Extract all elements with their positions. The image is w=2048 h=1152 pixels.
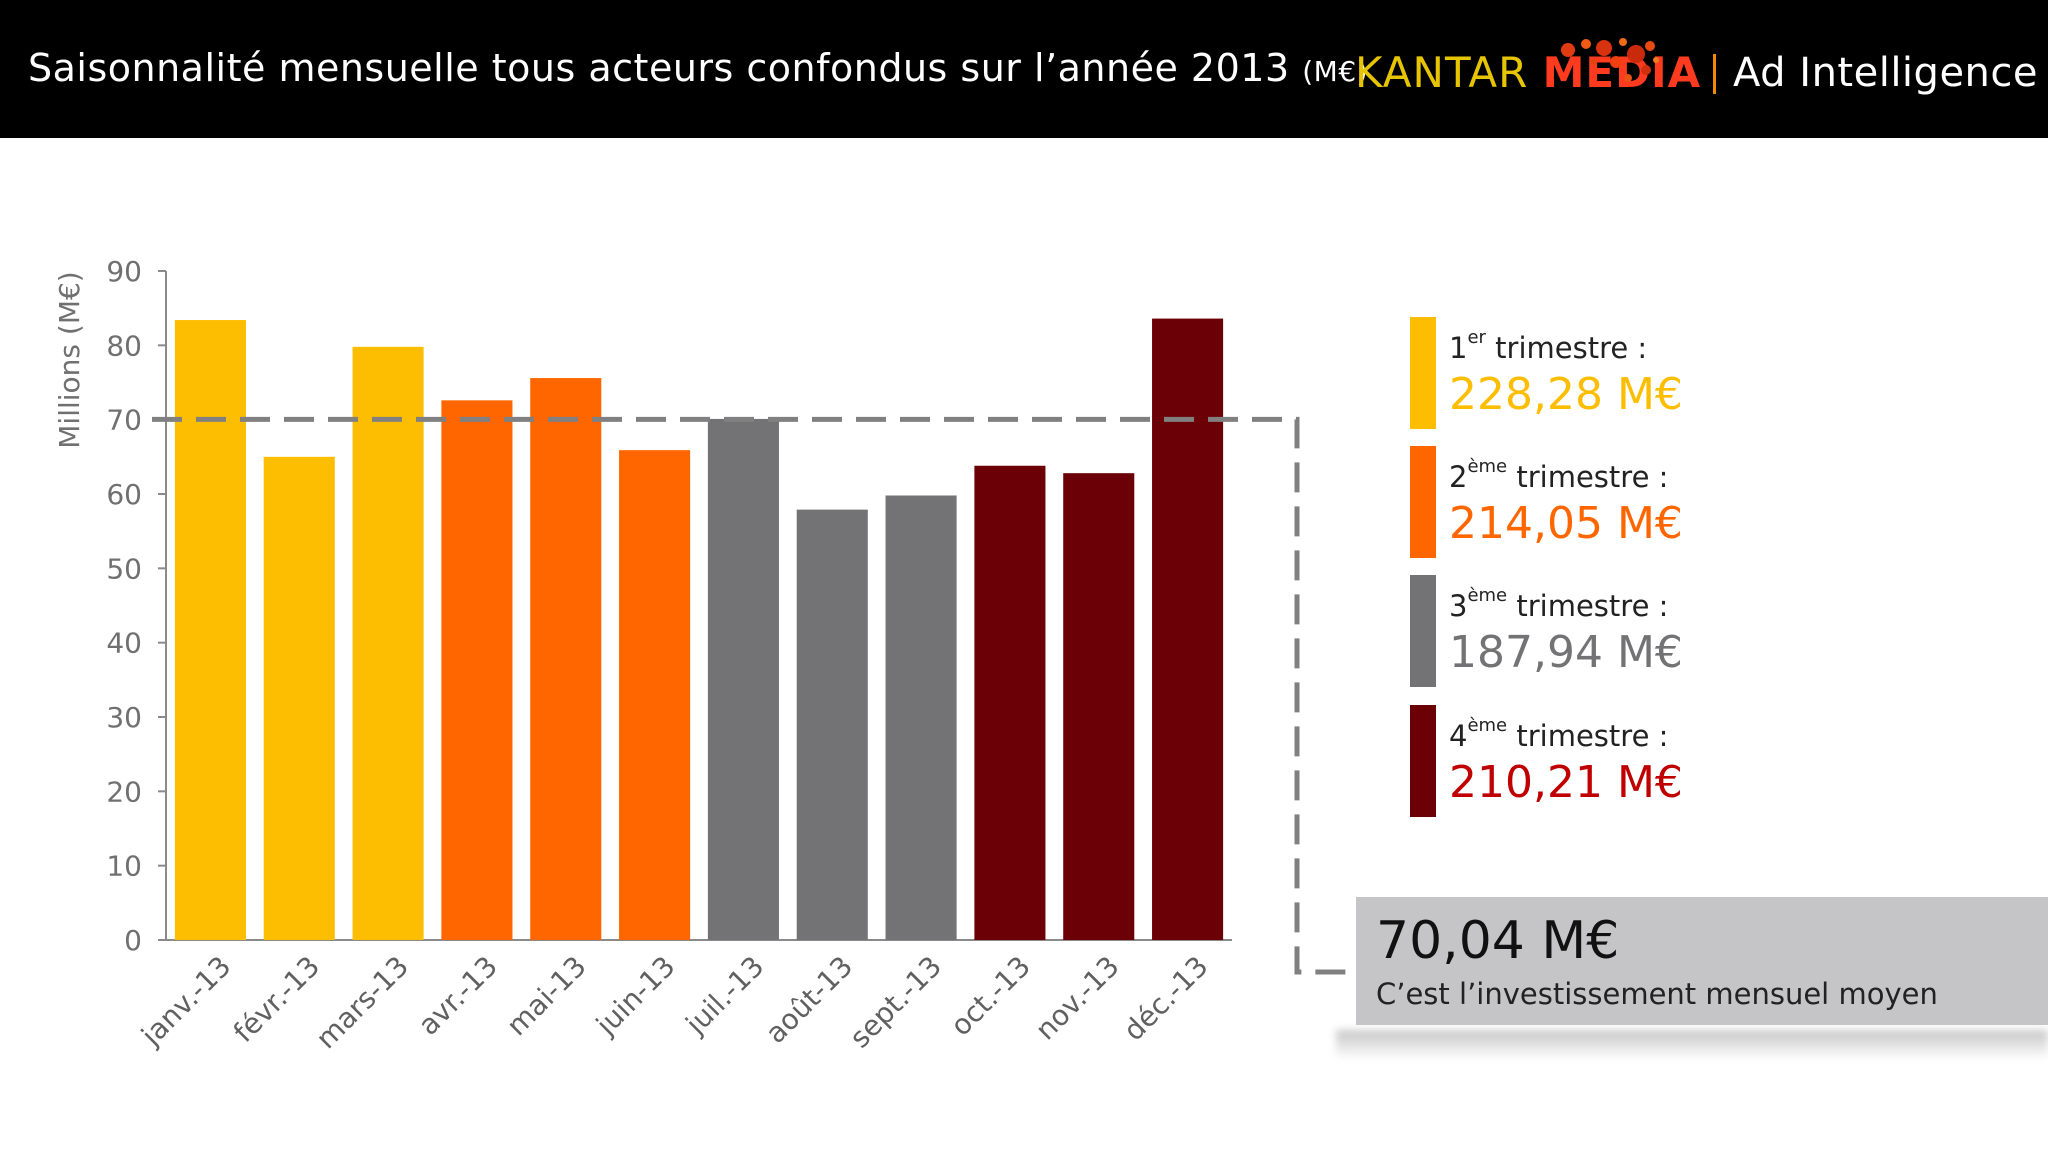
- y-tick-label: 50: [106, 552, 142, 585]
- legend-quarter-suffix: ème: [1467, 585, 1508, 606]
- x-tick-label: juin-13: [589, 950, 681, 1042]
- legend-quarter-suffix: ème: [1467, 715, 1508, 736]
- bar-sept.-13: [885, 495, 957, 940]
- y-tick-label: 20: [106, 775, 142, 808]
- legend-swatch: [1410, 705, 1436, 817]
- legend-quarter-suffix: ème: [1467, 456, 1508, 477]
- y-tick-label: 70: [106, 404, 142, 437]
- page-title-text: Saisonnalité mensuelle tous acteurs conf…: [28, 46, 1290, 90]
- bar-juil.-13: [707, 418, 779, 940]
- x-tick-label: déc.-13: [1117, 950, 1215, 1048]
- legend-quarter-number: 3: [1449, 589, 1468, 623]
- x-tick-label: nov.-13: [1029, 950, 1126, 1047]
- legend-item-q1: 1er trimestre : 228,28 M€: [1410, 317, 1790, 431]
- legend-quarter-text: trimestre :: [1485, 331, 1648, 365]
- header-bar: Saisonnalité mensuelle tous acteurs conf…: [0, 0, 2048, 138]
- average-box-shadow: [1336, 1030, 2048, 1060]
- legend-label: 1er trimestre :: [1449, 327, 1648, 365]
- y-tick-label: 90: [106, 255, 142, 288]
- legend-quarter-number: 4: [1449, 719, 1468, 753]
- y-tick-label: 30: [106, 701, 142, 734]
- average-bracket-line: [152, 416, 1350, 975]
- legend-value: 210,21 M€: [1449, 757, 1683, 808]
- legend-quarter-text: trimestre :: [1507, 589, 1669, 623]
- x-tick-label: mai-13: [500, 950, 593, 1043]
- x-tick-label: sept.-13: [843, 950, 948, 1055]
- legend-swatch: [1410, 575, 1436, 687]
- brand-separator: [1713, 54, 1716, 94]
- legend-quarter-suffix: er: [1467, 327, 1486, 348]
- average-caption: C’est l’investissement mensuel moyen: [1376, 977, 1938, 1011]
- page-title-unit: (M€): [1302, 55, 1369, 88]
- bar-oct.-13: [974, 465, 1046, 940]
- x-tick-label: mars-13: [309, 950, 415, 1056]
- bar-avr.-13: [441, 400, 513, 941]
- bar-janv.-13: [174, 320, 246, 940]
- x-tick-label: juil.-13: [679, 950, 771, 1042]
- y-tick-label: 40: [106, 627, 142, 660]
- average-value: 70,04 M€: [1376, 911, 1620, 971]
- paint-splash-icon: [1561, 38, 1659, 82]
- legend-label: 2ème trimestre :: [1449, 456, 1669, 494]
- bar-nov.-13: [1063, 473, 1135, 940]
- brand-product: Ad Intelligence: [1733, 50, 2038, 96]
- bar-août-13: [796, 509, 868, 940]
- legend-value: 228,28 M€: [1449, 369, 1683, 420]
- bar-juin-13: [619, 450, 691, 940]
- y-tick-label: 10: [106, 850, 142, 883]
- bar-déc.-13: [1152, 318, 1224, 940]
- legend-item-q3: 3ème trimestre : 187,94 M€: [1410, 575, 1790, 689]
- brand-kantar: KANTAR: [1355, 48, 1529, 97]
- legend-value: 187,94 M€: [1449, 627, 1683, 678]
- legend-quarter-text: trimestre :: [1507, 460, 1669, 494]
- bar-mars-13: [352, 346, 424, 940]
- legend-label: 3ème trimestre :: [1449, 585, 1669, 623]
- x-tick-label: oct.-13: [944, 950, 1037, 1043]
- bar-mai-13: [530, 378, 602, 940]
- y-tick-label: 80: [106, 329, 142, 362]
- page-title: Saisonnalité mensuelle tous acteurs conf…: [28, 46, 1368, 90]
- legend-swatch: [1410, 317, 1436, 429]
- legend-quarter-number: 2: [1449, 460, 1468, 494]
- y-tick-label: 0: [124, 924, 142, 957]
- legend-item-q4: 4ème trimestre : 210,21 M€: [1410, 705, 1790, 819]
- brand-logo: KANTAR MEDIA: [1355, 48, 1701, 97]
- legend-quarter-number: 1: [1449, 331, 1468, 365]
- bar-févr.-13: [263, 456, 335, 940]
- legend-label: 4ème trimestre :: [1449, 715, 1669, 753]
- y-axis-label: Millions (M€): [53, 271, 86, 448]
- legend-item-q2: 2ème trimestre : 214,05 M€: [1410, 446, 1790, 560]
- x-tick-label: août-13: [759, 950, 859, 1050]
- average-box: 70,04 M€ C’est l’investissement mensuel …: [1356, 897, 2048, 1025]
- legend-quarter-text: trimestre :: [1507, 719, 1669, 753]
- x-tick-label: janv.-13: [134, 950, 237, 1053]
- legend-swatch: [1410, 446, 1436, 558]
- legend-value: 214,05 M€: [1449, 498, 1683, 549]
- x-tick-label: avr.-13: [412, 950, 504, 1042]
- y-tick-label: 60: [106, 478, 142, 511]
